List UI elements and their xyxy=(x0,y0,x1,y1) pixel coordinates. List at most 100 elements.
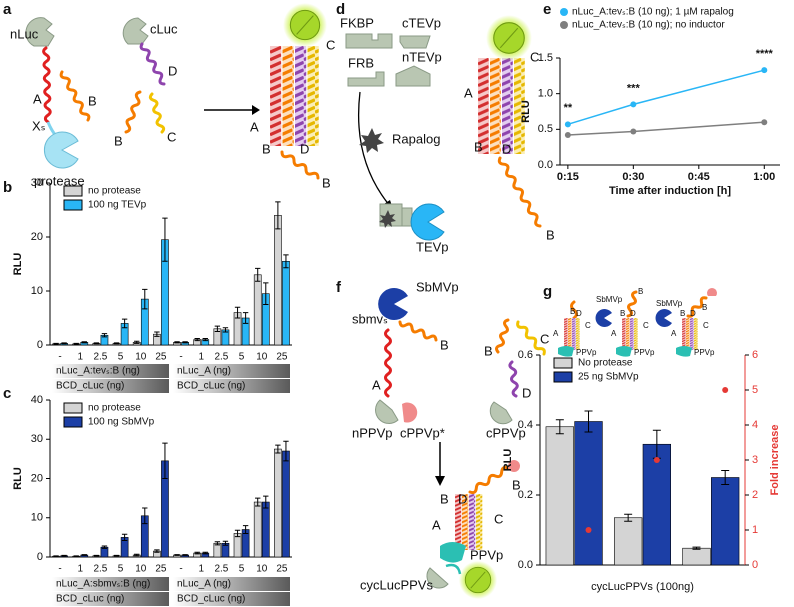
point xyxy=(564,121,571,128)
error-bar xyxy=(214,325,221,332)
x-tick-label: 10 xyxy=(135,564,147,575)
axis-label: RLU xyxy=(12,467,24,490)
point xyxy=(761,119,768,126)
point xyxy=(630,128,637,135)
legend-label: No protease xyxy=(578,358,633,369)
error-bar xyxy=(142,507,148,525)
panel-label: d xyxy=(336,1,345,18)
x-axis-label: Time after induction [h] xyxy=(609,185,731,197)
label: C xyxy=(703,321,709,330)
linker xyxy=(445,563,462,575)
y-tick-label: 10 xyxy=(31,285,43,297)
label: B xyxy=(114,133,123,148)
arrow-head xyxy=(435,476,445,486)
label: protease xyxy=(34,173,85,188)
error-bar xyxy=(283,254,289,269)
label: PPVp xyxy=(470,547,503,562)
helix-bundle xyxy=(478,58,525,154)
label: B xyxy=(638,287,643,296)
label: nLuc xyxy=(10,26,39,41)
label: A xyxy=(553,329,559,338)
error-bar xyxy=(283,440,289,462)
label: B xyxy=(322,175,331,190)
helix-b xyxy=(59,70,91,122)
cppvp-star-shape xyxy=(508,460,520,472)
x-tick-label: 1 xyxy=(77,352,83,363)
bar xyxy=(274,215,282,346)
diagram-f: SbMVp sbmvₛ A B nPPVp cPPVp* B C D cPPVp… xyxy=(352,279,549,600)
helix-bundle xyxy=(564,318,580,350)
helix-b xyxy=(626,290,638,318)
legend-label: 100 ng SbMVp xyxy=(88,417,155,428)
error-bar xyxy=(214,541,221,546)
annotation: **** xyxy=(756,48,774,60)
helix-d xyxy=(508,360,519,398)
label: sbmvₛ xyxy=(352,311,388,326)
y-tick-label: 1 xyxy=(752,524,758,536)
error-bar xyxy=(234,529,241,538)
error-bar xyxy=(692,546,701,550)
label: cPPVp* xyxy=(400,425,445,440)
x-tick-label: 1 xyxy=(198,564,204,575)
y-tick-label: 40 xyxy=(31,394,43,406)
error-bar xyxy=(142,288,148,310)
y-tick-label: 0.0 xyxy=(518,559,533,571)
label: nPPVp xyxy=(352,425,392,440)
error-bar xyxy=(101,545,108,549)
y-tick-label: 0.5 xyxy=(538,123,553,135)
bar xyxy=(274,448,282,558)
x-tick-label: - xyxy=(58,352,61,363)
group-band xyxy=(173,592,290,606)
annotation: ** xyxy=(564,102,573,114)
error-bar xyxy=(275,444,281,454)
nluc-shape xyxy=(25,17,55,47)
label: C xyxy=(540,331,549,346)
bar xyxy=(545,426,574,566)
error-bar xyxy=(93,554,100,557)
x-tick-label: 5 xyxy=(239,352,245,363)
panel-label: c xyxy=(3,385,11,402)
helix-a xyxy=(42,46,52,124)
label: B xyxy=(88,93,97,108)
axis-label: RLU xyxy=(12,253,24,276)
helix-b xyxy=(280,150,320,180)
diagram-a: nLuc A B Xₛ protease cLuc D B C C A B D … xyxy=(10,2,335,190)
nppvp-shape xyxy=(375,399,399,424)
label: B xyxy=(620,309,625,318)
point xyxy=(761,67,768,74)
x-tick-label: 1 xyxy=(198,352,204,363)
bar xyxy=(253,501,262,558)
legend-swatch xyxy=(63,199,83,211)
luciferase xyxy=(485,14,533,62)
x-tick-label: 10 xyxy=(256,564,268,575)
label: B xyxy=(440,491,449,506)
bar xyxy=(642,443,672,566)
y-tick-label: 4 xyxy=(752,419,758,431)
x-tick-label: 25 xyxy=(276,564,288,575)
label: B xyxy=(570,307,575,316)
fkbp-shape xyxy=(345,33,393,49)
group-band xyxy=(52,592,169,606)
bar xyxy=(282,260,290,346)
error-bar xyxy=(255,267,261,282)
arrow xyxy=(357,91,391,207)
bar xyxy=(261,501,270,558)
y-tick-label: 0.0 xyxy=(538,159,553,171)
error-bar xyxy=(255,497,261,507)
label: C xyxy=(494,511,503,526)
error-bar xyxy=(61,342,67,345)
bar xyxy=(613,517,643,566)
label: cLuc xyxy=(150,21,178,36)
bar xyxy=(253,274,262,346)
error-bar xyxy=(222,327,229,333)
label: A xyxy=(611,329,617,338)
label: cycLucPPVs xyxy=(360,577,433,592)
x-axis-label: cycLucPPVs (100ng) xyxy=(591,581,694,593)
x-tick-label: - xyxy=(58,564,61,575)
group-band xyxy=(52,577,169,591)
panel-label: a xyxy=(3,1,12,18)
sbmvp-shape xyxy=(378,288,408,320)
error-bar xyxy=(222,540,229,546)
group-label: BCD_cLuc (ng) xyxy=(56,381,124,392)
y-tick-label: 10 xyxy=(31,512,43,524)
